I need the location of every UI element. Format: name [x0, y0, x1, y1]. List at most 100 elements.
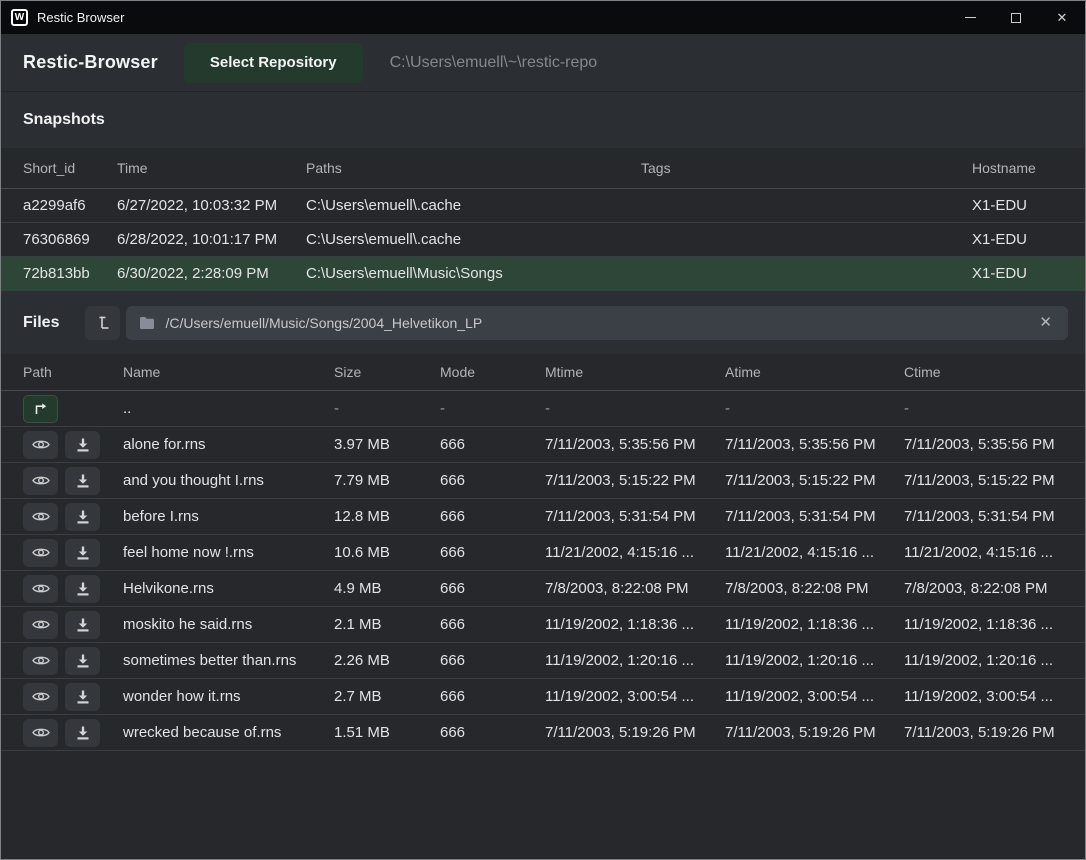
preview-file-button[interactable]	[23, 646, 58, 675]
snapshot-hostname: X1-EDU	[972, 197, 1028, 214]
file-ctime: -	[904, 400, 909, 417]
file-row[interactable]: alone for.rns 3.97 MB 666 7/11/2003, 5:3…	[1, 427, 1085, 463]
file-mode: 666	[440, 688, 466, 705]
parent-directory-row[interactable]: .. - - - - -	[1, 391, 1085, 427]
column-name: Name	[123, 364, 161, 380]
column-short-id: Short_id	[23, 160, 76, 176]
preview-file-button[interactable]	[23, 682, 58, 711]
file-row[interactable]: wonder how it.rns 2.7 MB 666 11/19/2002,…	[1, 679, 1085, 715]
file-ctime: 7/11/2003, 5:31:54 PM	[904, 508, 1055, 525]
download-file-button[interactable]	[65, 682, 100, 711]
file-name: and you thought I.rns	[123, 472, 264, 489]
file-atime: 11/19/2002, 1:18:36 ...	[725, 616, 875, 633]
file-size: 2.1 MB	[334, 616, 382, 633]
file-row[interactable]: before I.rns 12.8 MB 666 7/11/2003, 5:31…	[1, 499, 1085, 535]
eye-icon	[31, 512, 50, 521]
snapshot-hostname: X1-EDU	[972, 231, 1028, 248]
file-ctime: 11/19/2002, 3:00:54 ...	[904, 688, 1054, 705]
snapshots-table-body: a2299af6 6/27/2022, 10:03:32 PM C:\Users…	[1, 189, 1085, 291]
file-name: alone for.rns	[123, 436, 206, 453]
file-atime: 11/19/2002, 3:00:54 ...	[725, 688, 875, 705]
file-name: ..	[123, 400, 132, 417]
file-ctime: 11/19/2002, 1:18:36 ...	[904, 616, 1054, 633]
file-mtime: 11/19/2002, 3:00:54 ...	[545, 688, 695, 705]
preview-file-button[interactable]	[23, 502, 58, 531]
download-icon	[77, 726, 88, 739]
file-row[interactable]: sometimes better than.rns 2.26 MB 666 11…	[1, 643, 1085, 679]
file-size: 1.51 MB	[334, 724, 390, 741]
files-table-header: Path Name Size Mode Mtime Atime Ctime	[1, 354, 1085, 391]
clear-path-button[interactable]: ✕	[1035, 313, 1056, 332]
empty-area	[1, 751, 1085, 859]
window-title: Restic Browser	[37, 10, 125, 25]
snapshot-short-id: a2299af6	[23, 197, 86, 214]
file-ctime: 7/11/2003, 5:19:26 PM	[904, 724, 1055, 741]
file-row[interactable]: moskito he said.rns 2.1 MB 666 11/19/200…	[1, 607, 1085, 643]
column-size: Size	[334, 364, 362, 380]
download-file-button[interactable]	[65, 646, 100, 675]
close-icon: ✕	[1056, 10, 1068, 25]
download-icon	[77, 618, 88, 631]
files-title: Files	[23, 313, 60, 331]
snapshot-row[interactable]: 72b813bb 6/30/2022, 2:28:09 PM C:\Users\…	[1, 257, 1085, 291]
file-ctime: 7/11/2003, 5:15:22 PM	[904, 472, 1055, 489]
eye-icon	[31, 548, 50, 557]
eye-icon	[31, 476, 50, 485]
snapshots-section-heading: Snapshots	[1, 91, 1085, 148]
download-icon	[77, 582, 88, 595]
snapshot-paths: C:\Users\emuell\.cache	[306, 197, 462, 214]
snapshots-title: Snapshots	[23, 111, 105, 128]
file-row[interactable]: feel home now !.rns 10.6 MB 666 11/21/20…	[1, 535, 1085, 571]
download-file-button[interactable]	[65, 466, 100, 495]
close-button[interactable]: ✕	[1039, 1, 1085, 34]
file-row[interactable]: Helvikone.rns 4.9 MB 666 7/8/2003, 8:22:…	[1, 571, 1085, 607]
maximize-button[interactable]	[993, 1, 1039, 34]
minimize-icon	[964, 17, 976, 18]
go-to-parent-button[interactable]	[23, 394, 58, 423]
download-file-button[interactable]	[65, 538, 100, 567]
column-atime: Atime	[725, 364, 761, 380]
download-file-button[interactable]	[65, 610, 100, 639]
snapshot-row[interactable]: 76306869 6/28/2022, 10:01:17 PM C:\Users…	[1, 223, 1085, 257]
app-title: Restic-Browser	[23, 52, 158, 72]
clear-path-icon: ✕	[1039, 314, 1052, 331]
file-size: 2.7 MB	[334, 688, 382, 705]
file-mtime: 7/11/2003, 5:31:54 PM	[545, 508, 696, 525]
download-file-button[interactable]	[65, 718, 100, 747]
file-mtime: 11/21/2002, 4:15:16 ...	[545, 544, 695, 561]
preview-file-button[interactable]	[23, 718, 58, 747]
file-size: 12.8 MB	[334, 508, 390, 525]
column-tags: Tags	[641, 160, 671, 176]
file-size: 7.79 MB	[334, 472, 390, 489]
files-table-body: alone for.rns 3.97 MB 666 7/11/2003, 5:3…	[1, 427, 1085, 751]
file-row[interactable]: and you thought I.rns 7.79 MB 666 7/11/2…	[1, 463, 1085, 499]
preview-file-button[interactable]	[23, 466, 58, 495]
snapshot-paths: C:\Users\emuell\Music\Songs	[306, 265, 503, 282]
preview-file-button[interactable]	[23, 538, 58, 567]
file-tree-toggle-button[interactable]	[85, 305, 121, 340]
minimize-button[interactable]	[947, 1, 993, 34]
column-time: Time	[117, 160, 148, 176]
preview-file-button[interactable]	[23, 574, 58, 603]
snapshot-time: 6/30/2022, 2:28:09 PM	[117, 265, 269, 282]
files-section-bar: Files /C/Users/emuell/Music/Songs/2004_H…	[1, 291, 1085, 354]
download-file-button[interactable]	[65, 574, 100, 603]
select-repository-button[interactable]: Select Repository	[183, 42, 363, 83]
file-mtime: 11/19/2002, 1:18:36 ...	[545, 616, 695, 633]
file-size: -	[334, 400, 339, 417]
file-name: wonder how it.rns	[123, 688, 241, 705]
download-file-button[interactable]	[65, 502, 100, 531]
preview-file-button[interactable]	[23, 430, 58, 459]
column-mtime: Mtime	[545, 364, 584, 380]
download-icon	[77, 546, 88, 559]
column-paths: Paths	[306, 160, 342, 176]
file-ctime: 11/19/2002, 1:20:16 ...	[904, 652, 1054, 669]
preview-file-button[interactable]	[23, 610, 58, 639]
current-path-text: /C/Users/emuell/Music/Songs/2004_Helveti…	[165, 314, 483, 331]
file-name: sometimes better than.rns	[123, 652, 297, 669]
snapshot-row[interactable]: a2299af6 6/27/2022, 10:03:32 PM C:\Users…	[1, 189, 1085, 223]
file-size: 3.97 MB	[334, 436, 390, 453]
download-file-button[interactable]	[65, 430, 100, 459]
file-row[interactable]: wrecked because of.rns 1.51 MB 666 7/11/…	[1, 715, 1085, 751]
